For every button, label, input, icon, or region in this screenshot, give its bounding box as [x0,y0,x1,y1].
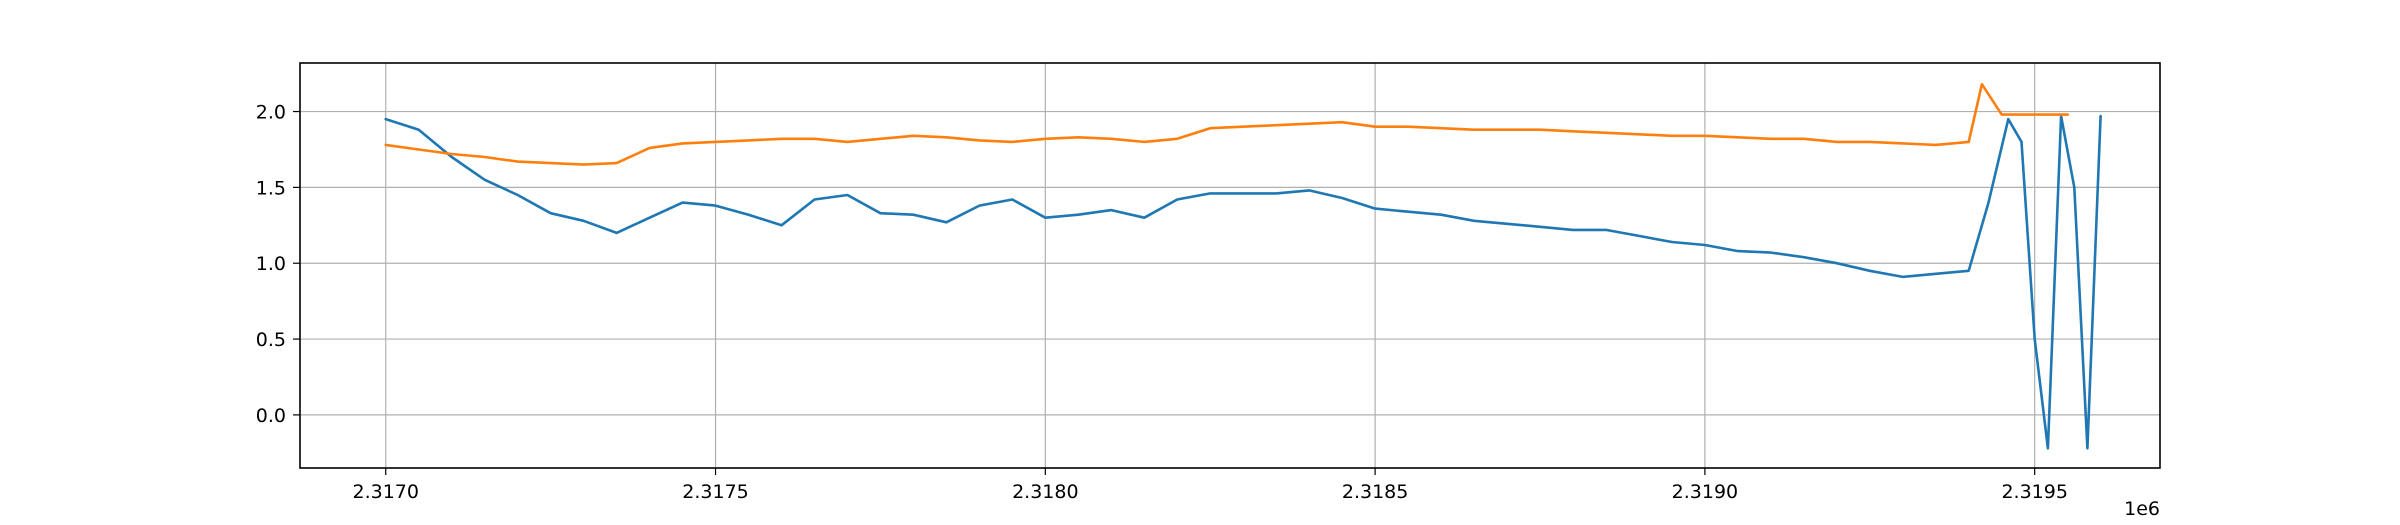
y-tick-label: 1.5 [256,177,286,199]
series-line-1 [384,114,2102,450]
x-axis: 2.3170 2.3175 2.3180 2.3185 2.3190 2.3195 [353,468,2068,503]
x-tick-label: 2.3190 [1672,481,1738,503]
series-line-2 [384,82,2069,166]
grid [300,63,2160,468]
x-tick-label: 2.3185 [1342,481,1408,503]
x-tick-label: 2.3170 [353,481,419,503]
y-tick-label: 2.0 [256,102,286,124]
y-tick-label: 0.5 [256,329,286,351]
x-tick-label: 2.3175 [682,481,748,503]
x-tick-label: 2.3180 [1012,481,1078,503]
series-layer [384,82,2102,450]
y-axis: 0.0 0.5 1.0 1.5 2.0 [256,102,300,427]
x-tick-label: 2.3195 [2001,481,2067,503]
y-tick-label: 1.0 [256,253,286,275]
y-tick-label: 0.0 [256,405,286,427]
x-axis-offset-label: 1e6 [2124,498,2160,520]
plot-frame [299,62,2161,469]
